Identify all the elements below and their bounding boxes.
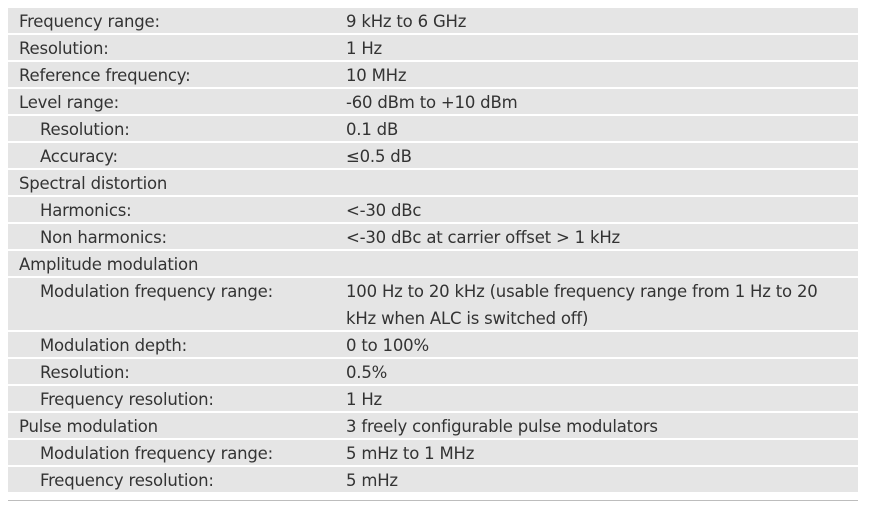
spec-row-reference-frequency: Reference frequency: 10 MHz bbox=[8, 62, 858, 89]
spec-value: 1 Hz bbox=[346, 390, 383, 409]
spec-label: Level range: bbox=[19, 93, 119, 112]
spec-label: Accuracy: bbox=[40, 147, 118, 166]
spec-label: Modulation frequency range: bbox=[40, 282, 273, 301]
spec-label: Frequency resolution: bbox=[40, 471, 214, 490]
spec-label: Reference frequency: bbox=[19, 66, 191, 85]
spec-row-amplitude-modulation: Amplitude modulation bbox=[8, 251, 858, 278]
spec-row-frequency-range: Frequency range: 9 kHz to 6 GHz bbox=[8, 8, 858, 35]
spec-label: Resolution: bbox=[19, 39, 109, 58]
spec-value: <-30 dBc bbox=[346, 201, 422, 220]
spec-row-am-frequency-resolution: Frequency resolution: 1 Hz bbox=[8, 386, 858, 413]
spec-value: 3 freely configurable pulse modulators bbox=[346, 417, 658, 436]
spec-value: ≤0.5 dB bbox=[346, 147, 412, 166]
spec-value: -60 dBm to +10 dBm bbox=[346, 93, 518, 112]
spec-value: 0 to 100% bbox=[346, 336, 429, 355]
spec-row-level-resolution: Resolution: 0.1 dB bbox=[8, 116, 858, 143]
spec-value: <-30 dBc at carrier offset > 1 kHz bbox=[346, 228, 620, 247]
spec-value: 10 MHz bbox=[346, 66, 407, 85]
spec-label: Resolution: bbox=[40, 120, 130, 139]
spec-row-harmonics: Harmonics: <-30 dBc bbox=[8, 197, 858, 224]
spec-row-am-modulation-frequency-range: Modulation frequency range: 100 Hz to 20… bbox=[8, 278, 858, 332]
spec-value: 100 Hz to 20 kHz (usable frequency range… bbox=[346, 282, 818, 328]
spec-row-level-accuracy: Accuracy: ≤0.5 dB bbox=[8, 143, 858, 170]
bottom-rule bbox=[8, 500, 858, 501]
spec-value bbox=[346, 251, 858, 276]
spec-label: Non harmonics: bbox=[40, 228, 167, 247]
spec-label: Resolution: bbox=[40, 363, 130, 382]
spec-label: Pulse modulation bbox=[19, 417, 158, 436]
spec-row-pulse-modulation: Pulse modulation 3 freely configurable p… bbox=[8, 413, 858, 440]
spec-row-non-harmonics: Non harmonics: <-30 dBc at carrier offse… bbox=[8, 224, 858, 251]
spec-row-resolution: Resolution: 1 Hz bbox=[8, 35, 858, 62]
spec-value: 1 Hz bbox=[346, 39, 383, 58]
spec-label: Amplitude modulation bbox=[19, 255, 199, 274]
spec-label: Frequency range: bbox=[19, 12, 160, 31]
spec-value: 0.1 dB bbox=[346, 120, 399, 139]
spec-table: Frequency range: 9 kHz to 6 GHz Resoluti… bbox=[8, 8, 858, 494]
spec-row-spectral-distortion: Spectral distortion bbox=[8, 170, 858, 197]
spec-label: Frequency resolution: bbox=[40, 390, 214, 409]
spec-label: Modulation depth: bbox=[40, 336, 187, 355]
spec-label: Spectral distortion bbox=[19, 174, 168, 193]
spec-value: 5 mHz bbox=[346, 471, 398, 490]
spec-row-level-range: Level range: -60 dBm to +10 dBm bbox=[8, 89, 858, 116]
spec-value: 0.5% bbox=[346, 363, 388, 382]
spec-label: Modulation frequency range: bbox=[40, 444, 273, 463]
spec-value: 9 kHz to 6 GHz bbox=[346, 12, 467, 31]
spec-row-modulation-depth: Modulation depth: 0 to 100% bbox=[8, 332, 858, 359]
spec-row-pm-modulation-frequency-range: Modulation frequency range: 5 mHz to 1 M… bbox=[8, 440, 858, 467]
spec-row-am-resolution: Resolution: 0.5% bbox=[8, 359, 858, 386]
spec-value bbox=[346, 170, 858, 195]
spec-label: Harmonics: bbox=[40, 201, 132, 220]
spec-row-pm-frequency-resolution: Frequency resolution: 5 mHz bbox=[8, 467, 858, 494]
spec-value: 5 mHz to 1 MHz bbox=[346, 444, 475, 463]
